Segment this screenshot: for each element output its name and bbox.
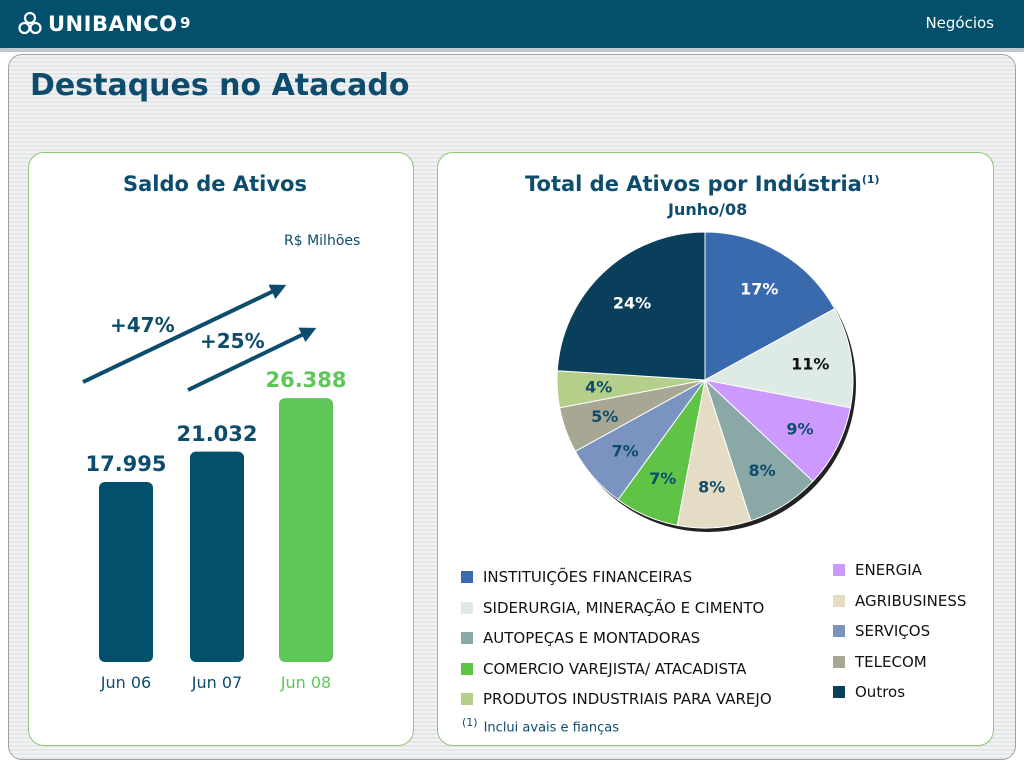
pie-slice-label: 5% <box>591 407 618 426</box>
legend-label: PRODUTOS INDUSTRIAIS PARA VAREJO <box>483 690 772 708</box>
x-tick-label: Jun 06 <box>100 673 152 692</box>
legend-item: TELECOM <box>833 653 927 671</box>
bar-value-label: 21.032 <box>176 421 258 446</box>
pie-slice-label: 17% <box>740 279 778 298</box>
pie-slice-2 <box>703 379 851 483</box>
legend-label: AUTOPEÇAS E MONTADORAS <box>483 629 701 647</box>
legend-label: SERVIÇOS <box>855 622 931 640</box>
legend-item: INSTITUIÇÕES FINANCEIRAS <box>461 568 692 586</box>
pie-slice-1 <box>703 308 854 409</box>
growth-label-47: +47% <box>110 313 175 337</box>
x-tick-label: Jun 07 <box>191 673 243 692</box>
legend-swatch <box>833 686 845 698</box>
pie-slice-label: 8% <box>698 477 725 496</box>
growth-arrow-47 <box>82 284 287 384</box>
unit-label: R$ Milhões <box>284 233 361 249</box>
legend-swatch <box>461 571 473 583</box>
growth-arrow-25 <box>187 327 317 392</box>
brand-name: UNIBANCO <box>48 12 178 36</box>
legend-swatch <box>833 625 845 637</box>
footnote-mark: (1) <box>462 716 478 729</box>
legend-swatch <box>461 693 473 705</box>
legend-label: Outros <box>855 683 906 701</box>
legend-item: AGRIBUSINESS <box>833 592 966 610</box>
pie-slice-9 <box>556 231 706 381</box>
pie-slice-label: 24% <box>613 293 651 312</box>
legend-label: AGRIBUSINESS <box>855 591 967 610</box>
legend-item: ENERGIA <box>833 561 922 579</box>
bar-jun-07 <box>190 451 244 662</box>
pie-slice-label: 11% <box>791 354 829 373</box>
pie-slice-label: 7% <box>611 441 638 460</box>
legend-swatch <box>833 594 845 607</box>
legend-swatch <box>833 564 845 576</box>
legend-label: INSTITUIÇÕES FINANCEIRAS <box>483 568 693 586</box>
brand-logo: UNIBANCO <box>18 10 178 38</box>
page-number: 9 <box>180 14 191 32</box>
bar-value-label: 17.995 <box>85 452 167 477</box>
footnote: (1) Inclui avais e fianças <box>462 716 619 735</box>
x-tick-label: Jun 08 <box>280 673 332 692</box>
legend-item: AUTOPEÇAS E MONTADORAS <box>461 629 700 647</box>
pie-slice-label: 9% <box>786 419 813 438</box>
legend-item: SIDERURGIA, MINERAÇÃO E CIMENTO <box>461 599 764 617</box>
legend-swatch <box>461 662 473 675</box>
industria-subtitle: Junho/08 <box>668 200 748 219</box>
saldo-title: Saldo de Ativos <box>123 172 307 196</box>
pie-slice-label: 7% <box>649 469 676 488</box>
legend-label: ENERGIA <box>855 561 922 579</box>
growth-label-25: +25% <box>200 329 265 353</box>
header-bar: UNIBANCO 9 Negócios <box>0 0 1024 48</box>
legend-label: SIDERURGIA, MINERAÇÃO E CIMENTO <box>483 598 765 617</box>
legend-swatch <box>833 655 845 668</box>
pie-slice-0 <box>704 231 836 381</box>
legend-item: PRODUTOS INDUSTRIAIS PARA VAREJO <box>461 690 772 708</box>
pie-slice-label: 4% <box>585 378 612 397</box>
bar-jun-06 <box>99 482 153 662</box>
industria-title-text: Total de Ativos por Indústria <box>525 172 862 196</box>
industria-title: Total de Ativos por Indústria(1) <box>525 172 880 196</box>
legend-item: Outros <box>833 683 905 701</box>
legend-label: TELECOM <box>855 652 927 671</box>
header-shadow <box>0 48 1024 52</box>
unibanco-logo-icon <box>18 11 42 35</box>
legend-item: COMERCIO VAREJISTA/ ATACADISTA <box>461 660 746 678</box>
pie-slice-label: 8% <box>749 461 776 480</box>
bar-value-label: 26.388 <box>265 368 347 393</box>
legend-swatch <box>461 632 473 644</box>
section-name: Negócios <box>925 14 994 32</box>
legend-item: SERVIÇOS <box>833 622 930 640</box>
page-title: Destaques no Atacado <box>30 68 410 103</box>
legend-label: COMERCIO VAREJISTA/ ATACADISTA <box>483 659 747 678</box>
footnote-text: Inclui avais e fianças <box>483 720 619 736</box>
legend-swatch <box>461 601 473 614</box>
bar-jun-08 <box>279 398 333 662</box>
industria-title-footnote-mark: (1) <box>861 173 880 186</box>
